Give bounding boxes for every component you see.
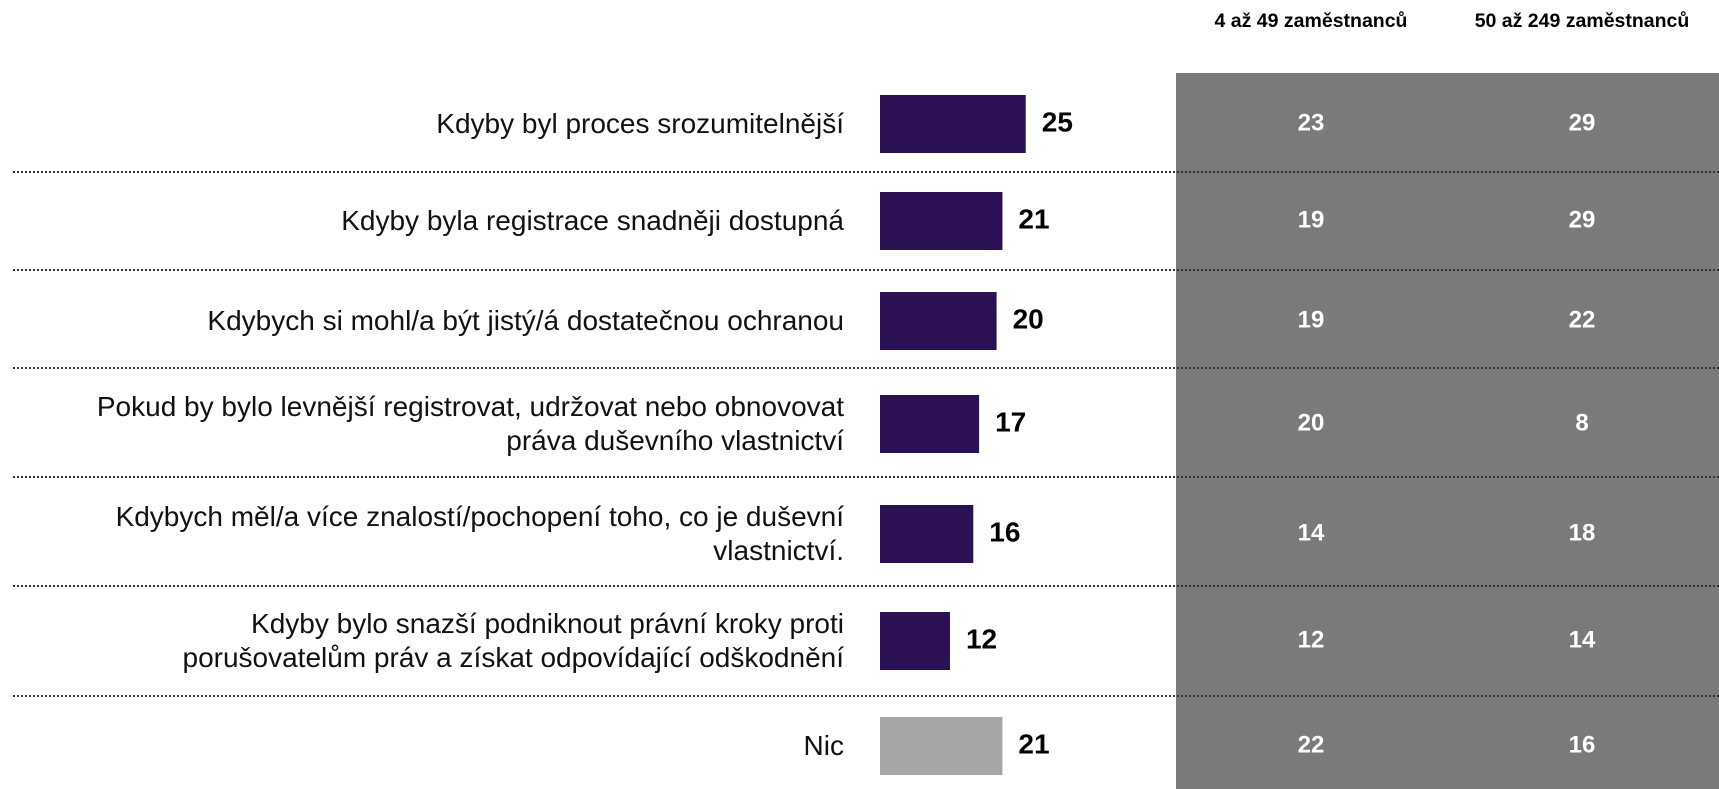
table-cell: 12 bbox=[1298, 626, 1325, 653]
value-label: 21 bbox=[1018, 728, 1049, 759]
value-label: 21 bbox=[1018, 203, 1049, 234]
bar bbox=[880, 292, 997, 350]
category-label: Nic bbox=[803, 730, 844, 761]
bar bbox=[880, 95, 1026, 153]
table-cell: 22 bbox=[1298, 731, 1325, 758]
category-label: Kdyby byla registrace snadněji dostupná bbox=[341, 205, 844, 236]
table-cell: 14 bbox=[1569, 626, 1596, 653]
value-label: 20 bbox=[1013, 303, 1044, 334]
bar bbox=[880, 717, 1003, 775]
table-cell: 19 bbox=[1298, 306, 1325, 333]
category-label: Kdybych měl/a více znalostí/pochopení to… bbox=[115, 501, 844, 566]
category-label: Pokud by bylo levnější registrovat, udrž… bbox=[96, 391, 844, 456]
table-cell: 8 bbox=[1575, 409, 1588, 436]
category-label: Kdyby bylo snazší podniknout právní krok… bbox=[182, 608, 845, 673]
table-cell: 20 bbox=[1298, 409, 1325, 436]
bar bbox=[880, 395, 980, 453]
value-label: 17 bbox=[995, 406, 1026, 437]
bar bbox=[880, 505, 974, 563]
value-label: 25 bbox=[1042, 106, 1073, 137]
category-label: Kdybych si mohl/a být jistý/á dostatečno… bbox=[207, 305, 844, 336]
column-header: 50 až 249 zaměstnanců bbox=[1475, 10, 1690, 32]
bar bbox=[880, 612, 950, 670]
table-cell: 19 bbox=[1298, 206, 1325, 233]
table-cell: 14 bbox=[1298, 519, 1325, 546]
category-label: Kdyby byl proces srozumitelnější bbox=[436, 108, 844, 139]
table-cell: 23 bbox=[1298, 109, 1325, 136]
value-label: 12 bbox=[966, 623, 997, 654]
table-panel bbox=[1176, 73, 1719, 789]
table-cell: 18 bbox=[1569, 519, 1596, 546]
column-header: 4 až 49 zaměstnanců bbox=[1215, 10, 1408, 32]
table-cell: 16 bbox=[1569, 731, 1596, 758]
value-label: 16 bbox=[989, 516, 1020, 547]
bar bbox=[880, 192, 1003, 250]
table-cell: 29 bbox=[1569, 206, 1596, 233]
table-cell: 22 bbox=[1569, 306, 1596, 333]
table-cell: 29 bbox=[1569, 109, 1596, 136]
